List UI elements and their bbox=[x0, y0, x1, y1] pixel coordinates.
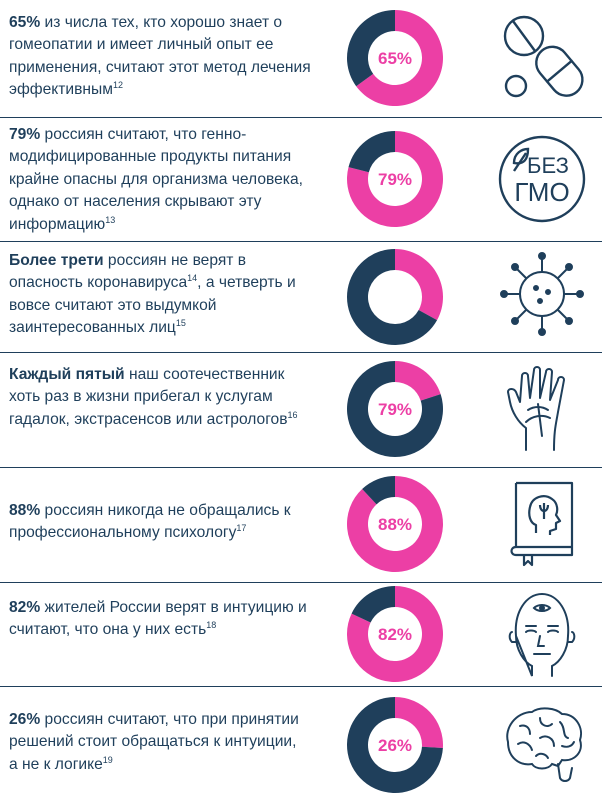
stat-reference-extra: 15 bbox=[175, 318, 186, 329]
brain-icon bbox=[506, 707, 582, 782]
stat-row: Каждый пятый наш соотечественник хоть ра… bbox=[0, 352, 602, 467]
separator bbox=[0, 686, 602, 687]
donut-slice-1 bbox=[347, 361, 443, 457]
stat-body: жителей России верят в интуицию и считаю… bbox=[9, 599, 307, 639]
palm-icon bbox=[507, 366, 565, 451]
stat-row: 82% жителей России верят в интуицию и сч… bbox=[0, 582, 602, 686]
stat-lead: 82% bbox=[9, 599, 41, 616]
separator bbox=[0, 241, 602, 242]
no-gmo-icon: БЕЗ ГМО bbox=[498, 135, 586, 223]
stat-body-extra: , а четверть и вовсе считают это выдумко… bbox=[9, 274, 296, 337]
stat-reference: 14 bbox=[187, 273, 198, 284]
separator bbox=[0, 467, 602, 468]
stat-text: 26% россиян считают, что при принятии ре… bbox=[9, 709, 309, 776]
stat-body: россиян не верят в опасность коронавирус… bbox=[9, 252, 247, 292]
donut-slice-0 bbox=[347, 586, 443, 682]
stat-lead: 65% bbox=[9, 14, 41, 31]
donut-slice-1 bbox=[347, 10, 395, 87]
donut-center-label: 79% bbox=[378, 400, 412, 419]
stat-reference: 19 bbox=[102, 754, 113, 765]
stat-row: 88% россиян никогда не обращались к проф… bbox=[0, 467, 602, 582]
third-eye-icon bbox=[508, 592, 576, 677]
stat-text: Каждый пятый наш соотечественник хоть ра… bbox=[9, 364, 309, 431]
donut-slice-1 bbox=[351, 586, 395, 623]
stat-lead: 79% bbox=[9, 126, 41, 143]
donut-slice-0 bbox=[356, 10, 443, 106]
donut-center-label: 65% bbox=[378, 49, 412, 68]
stat-body: наш соотечественник хоть раз в жизни при… bbox=[9, 366, 288, 428]
donut-slice-0 bbox=[395, 361, 441, 401]
stat-text: 88% россиян никогда не обращались к проф… bbox=[9, 500, 309, 545]
donut-slice-1 bbox=[348, 131, 395, 173]
donut-center-label: 26% bbox=[378, 736, 412, 755]
donut-slice-0 bbox=[395, 697, 443, 749]
donut-chart: 88% bbox=[347, 476, 443, 572]
stat-reference: 17 bbox=[236, 523, 247, 534]
separator bbox=[0, 352, 602, 353]
stat-reference: 18 bbox=[206, 620, 217, 631]
stat-row: 65% из числа тех, кто хорошо знает о гом… bbox=[0, 0, 602, 117]
stat-lead: Каждый пятый bbox=[9, 366, 125, 383]
stat-reference: 12 bbox=[112, 80, 123, 91]
donut-chart: 82% bbox=[347, 586, 443, 682]
donut-slice-1 bbox=[347, 697, 443, 793]
donut-chart: 79% bbox=[347, 361, 443, 457]
stat-body: из числа тех, кто хорошо знает о гомеопа… bbox=[9, 14, 311, 99]
stat-lead: Более трети bbox=[9, 252, 104, 269]
no-gmo-label-top: БЕЗ bbox=[527, 153, 569, 178]
donut-slice-0 bbox=[347, 131, 443, 227]
stat-text: Более трети россиян не верят в опасность… bbox=[9, 250, 309, 340]
donut-center-label: 88% bbox=[378, 515, 412, 534]
stat-text: 65% из числа тех, кто хорошо знает о гом… bbox=[9, 12, 334, 102]
stat-row: 26% россиян считают, что при принятии ре… bbox=[0, 686, 602, 802]
donut-slice-1 bbox=[362, 476, 395, 505]
stat-row: 79% россиян считают, что генно-модифицир… bbox=[0, 117, 602, 241]
stat-text: 79% россиян считают, что генно-модифицир… bbox=[9, 124, 334, 236]
stat-row: Более трети россиян не верят в опасность… bbox=[0, 241, 602, 352]
separator bbox=[0, 117, 602, 118]
no-gmo-label-bottom: ГМО bbox=[514, 177, 569, 207]
stat-reference: 13 bbox=[105, 214, 116, 225]
donut-center-label: 79% bbox=[378, 170, 412, 189]
donut-chart: 79% bbox=[347, 131, 443, 227]
separator bbox=[0, 582, 602, 583]
stat-body: россиян считают, что генно-модифицирован… bbox=[9, 126, 303, 233]
virus-icon bbox=[500, 252, 584, 336]
donut-chart: 65% bbox=[347, 10, 443, 106]
stat-text: 82% жителей России верят в интуицию и сч… bbox=[9, 597, 309, 642]
stat-body: россиян считают, что при принятии решени… bbox=[9, 711, 299, 773]
donut-chart: 26% bbox=[347, 697, 443, 793]
donut-chart bbox=[347, 249, 443, 345]
donut-center-label: 82% bbox=[378, 625, 412, 644]
stat-reference: 16 bbox=[287, 409, 298, 420]
donut-slice-0 bbox=[395, 249, 443, 321]
pills-icon bbox=[503, 15, 584, 98]
stat-body: россиян никогда не обращались к професси… bbox=[9, 502, 291, 542]
donut-slice-0 bbox=[347, 476, 443, 572]
donut-slice-1 bbox=[347, 249, 438, 345]
stat-lead: 26% bbox=[9, 711, 41, 728]
stat-lead: 88% bbox=[9, 502, 41, 519]
psychology-book-icon bbox=[510, 481, 574, 567]
